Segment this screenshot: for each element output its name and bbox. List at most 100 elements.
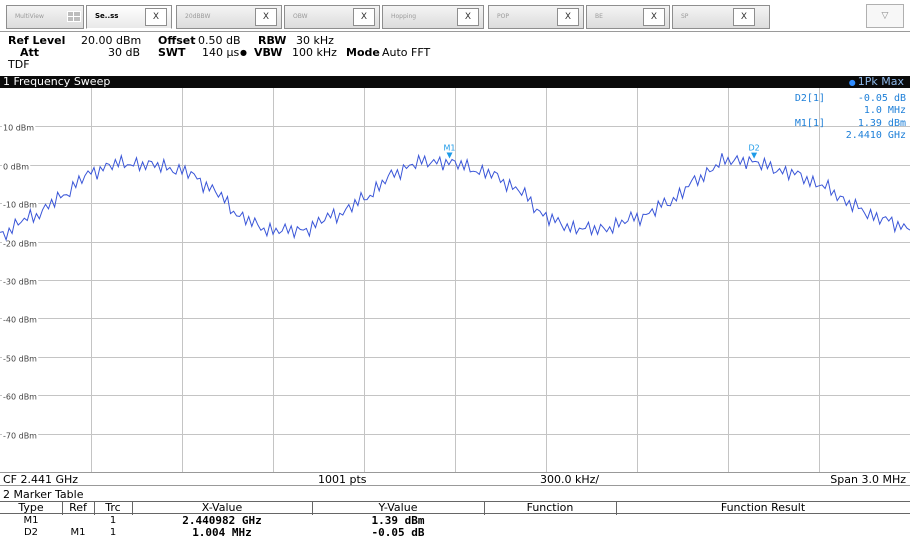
- m1-readout-name: M1[1]: [795, 118, 825, 129]
- rbw-value: 30 kHz: [296, 34, 334, 47]
- ref-level-value: 20.00 dBm: [81, 34, 142, 47]
- row-trc: 1: [109, 515, 117, 526]
- tab-spectrum[interactable]: Se..ss X: [86, 5, 172, 29]
- ref-level-label: Ref Level: [8, 34, 66, 47]
- sweep-window-header[interactable]: 1 Frequency Sweep 1Pk Max: [0, 76, 910, 88]
- m1-readout-freq: 2.4410 GHz: [846, 130, 906, 141]
- tab-obw-label: OBW: [293, 13, 308, 20]
- row-type: D2: [23, 527, 39, 538]
- y-tick-label: -30 dBm: [3, 278, 37, 287]
- marker-table-header[interactable]: 2 Marker Table: [0, 488, 910, 501]
- col-ref: Ref: [69, 501, 87, 514]
- m1-readout-level: 1.39 dBm: [858, 118, 906, 129]
- sweep-points: 1001 pts: [318, 473, 367, 486]
- att-label: Att: [20, 46, 40, 59]
- d2-readout-name: D2[1]: [795, 93, 825, 104]
- multiview-grid-icon: [67, 11, 81, 22]
- swt-label: SWT: [158, 46, 186, 59]
- vbw-label: VBW: [254, 46, 283, 59]
- tab-sp[interactable]: SP X: [672, 5, 770, 29]
- row-y-value: -0.05 dB: [371, 526, 425, 539]
- offset-value: 0.50 dB: [198, 34, 241, 47]
- col-separator: [484, 502, 485, 515]
- row-trc: 1: [109, 527, 117, 538]
- row-ref: M1: [70, 527, 86, 538]
- col-function-result: Function Result: [720, 501, 806, 514]
- marker-table-title: 2 Marker Table: [3, 488, 84, 501]
- center-frequency: CF 2.441 GHz: [3, 473, 79, 486]
- d2-readout-level: -0.05 dB: [858, 93, 906, 104]
- coupling-dot-icon: ●: [240, 48, 247, 57]
- y-tick-label: -40 dBm: [3, 316, 37, 325]
- marker-d2-label: D2: [748, 144, 759, 153]
- tab-be-close-icon[interactable]: X: [643, 8, 665, 26]
- frequency-per-division: 300.0 kHz/: [540, 473, 600, 486]
- att-value: 30 dB: [108, 46, 141, 59]
- tdf-label: TDF: [8, 58, 30, 71]
- vbw-value: 100 kHz: [292, 46, 337, 59]
- frequency-span: Span 3.0 MHz: [830, 473, 906, 486]
- marker-d2-icon[interactable]: [751, 152, 758, 159]
- col-type: Type: [18, 501, 44, 514]
- tab-sp-close-icon[interactable]: X: [733, 8, 755, 26]
- tab-multiview-label: MultiView: [15, 13, 44, 20]
- tab-20dbbw-close-icon[interactable]: X: [255, 8, 277, 26]
- row-type: M1: [23, 515, 39, 526]
- y-tick-label: 10 dBm: [3, 124, 34, 133]
- tab-20dbbw[interactable]: 20dBBW X: [176, 5, 282, 29]
- marker-m1-label: M1: [444, 143, 456, 152]
- tab-multiview[interactable]: MultiView: [6, 5, 84, 29]
- tab-sp-label: SP: [681, 13, 689, 20]
- tab-obw-close-icon[interactable]: X: [353, 8, 375, 26]
- tab-spectrum-close-icon[interactable]: X: [145, 8, 167, 26]
- y-tick-label: 0 dBm: [3, 163, 29, 172]
- y-tick-label: -60 dBm: [3, 393, 37, 402]
- d2-readout-freq: 1.0 MHz: [864, 105, 906, 116]
- tab-pop-close-icon[interactable]: X: [557, 8, 579, 26]
- measurement-settings: Ref Level 20.00 dBm Offset 0.50 dB RBW 3…: [0, 33, 910, 76]
- col-separator: [94, 502, 95, 515]
- tab-be[interactable]: BE X: [586, 5, 670, 29]
- tab-be-label: BE: [595, 13, 603, 20]
- offset-label: Offset: [158, 34, 196, 47]
- col-separator: [132, 502, 133, 515]
- tab-hopping-close-icon[interactable]: X: [457, 8, 479, 26]
- tab-hopping-label: Hopping: [391, 13, 417, 20]
- rbw-label: RBW: [258, 34, 287, 47]
- row-x-value: 2.440982 GHz: [182, 514, 262, 527]
- marker-table-column-headers: Type Ref Trc X-Value Y-Value Function Fu…: [0, 501, 910, 515]
- col-separator: [62, 502, 63, 515]
- marker-table: Type Ref Trc X-Value Y-Value Function Fu…: [0, 501, 910, 546]
- window-tab-bar: MultiView Se..ss X 20dBBW X OBW X Hoppin…: [0, 0, 910, 32]
- tab-20dbbw-label: 20dBBW: [185, 13, 211, 20]
- trace-detector-label: 1Pk Max: [849, 76, 904, 89]
- marker-m1-icon[interactable]: [446, 152, 453, 159]
- tab-obw[interactable]: OBW X: [284, 5, 380, 29]
- trace-1-line: [0, 153, 910, 242]
- frequency-axis-footer: CF 2.441 GHz 1001 pts 300.0 kHz/ Span 3.…: [0, 472, 910, 486]
- row-y-value: 1.39 dBm: [371, 514, 425, 527]
- mode-value: Auto FFT: [382, 46, 431, 59]
- spectrum-plot[interactable]: 10 dBm 0 dBm -10 dBm -20 dBm -30 dBm -40 dBm -…: [0, 88, 910, 472]
- col-function: Function: [526, 501, 574, 514]
- col-trc: Trc: [105, 501, 121, 514]
- col-y-value: Y-Value: [378, 501, 418, 514]
- table-row[interactable]: D2 M1 1 1.004 MHz -0.05 dB: [0, 527, 910, 538]
- tab-spectrum-label: Se..ss: [95, 12, 119, 20]
- tab-pop-label: POP: [497, 13, 509, 20]
- sweep-window-title: 1 Frequency Sweep: [3, 75, 111, 88]
- overflow-menu-button[interactable]: ▽: [866, 4, 904, 28]
- y-tick-label: -10 dBm: [3, 201, 37, 210]
- mode-label: Mode: [346, 46, 380, 59]
- swt-value: 140 µs: [202, 46, 240, 59]
- row-x-value: 1.004 MHz: [192, 526, 252, 539]
- tab-hopping[interactable]: Hopping X: [382, 5, 484, 29]
- col-separator: [312, 502, 313, 515]
- tab-pop[interactable]: POP X: [488, 5, 584, 29]
- y-tick-label: -50 dBm: [3, 355, 37, 364]
- col-separator: [616, 502, 617, 515]
- y-tick-label: -20 dBm: [3, 240, 37, 249]
- table-row[interactable]: M1 1 2.440982 GHz 1.39 dBm: [0, 515, 910, 526]
- y-tick-label: -70 dBm: [3, 432, 37, 441]
- col-x-value: X-Value: [201, 501, 243, 514]
